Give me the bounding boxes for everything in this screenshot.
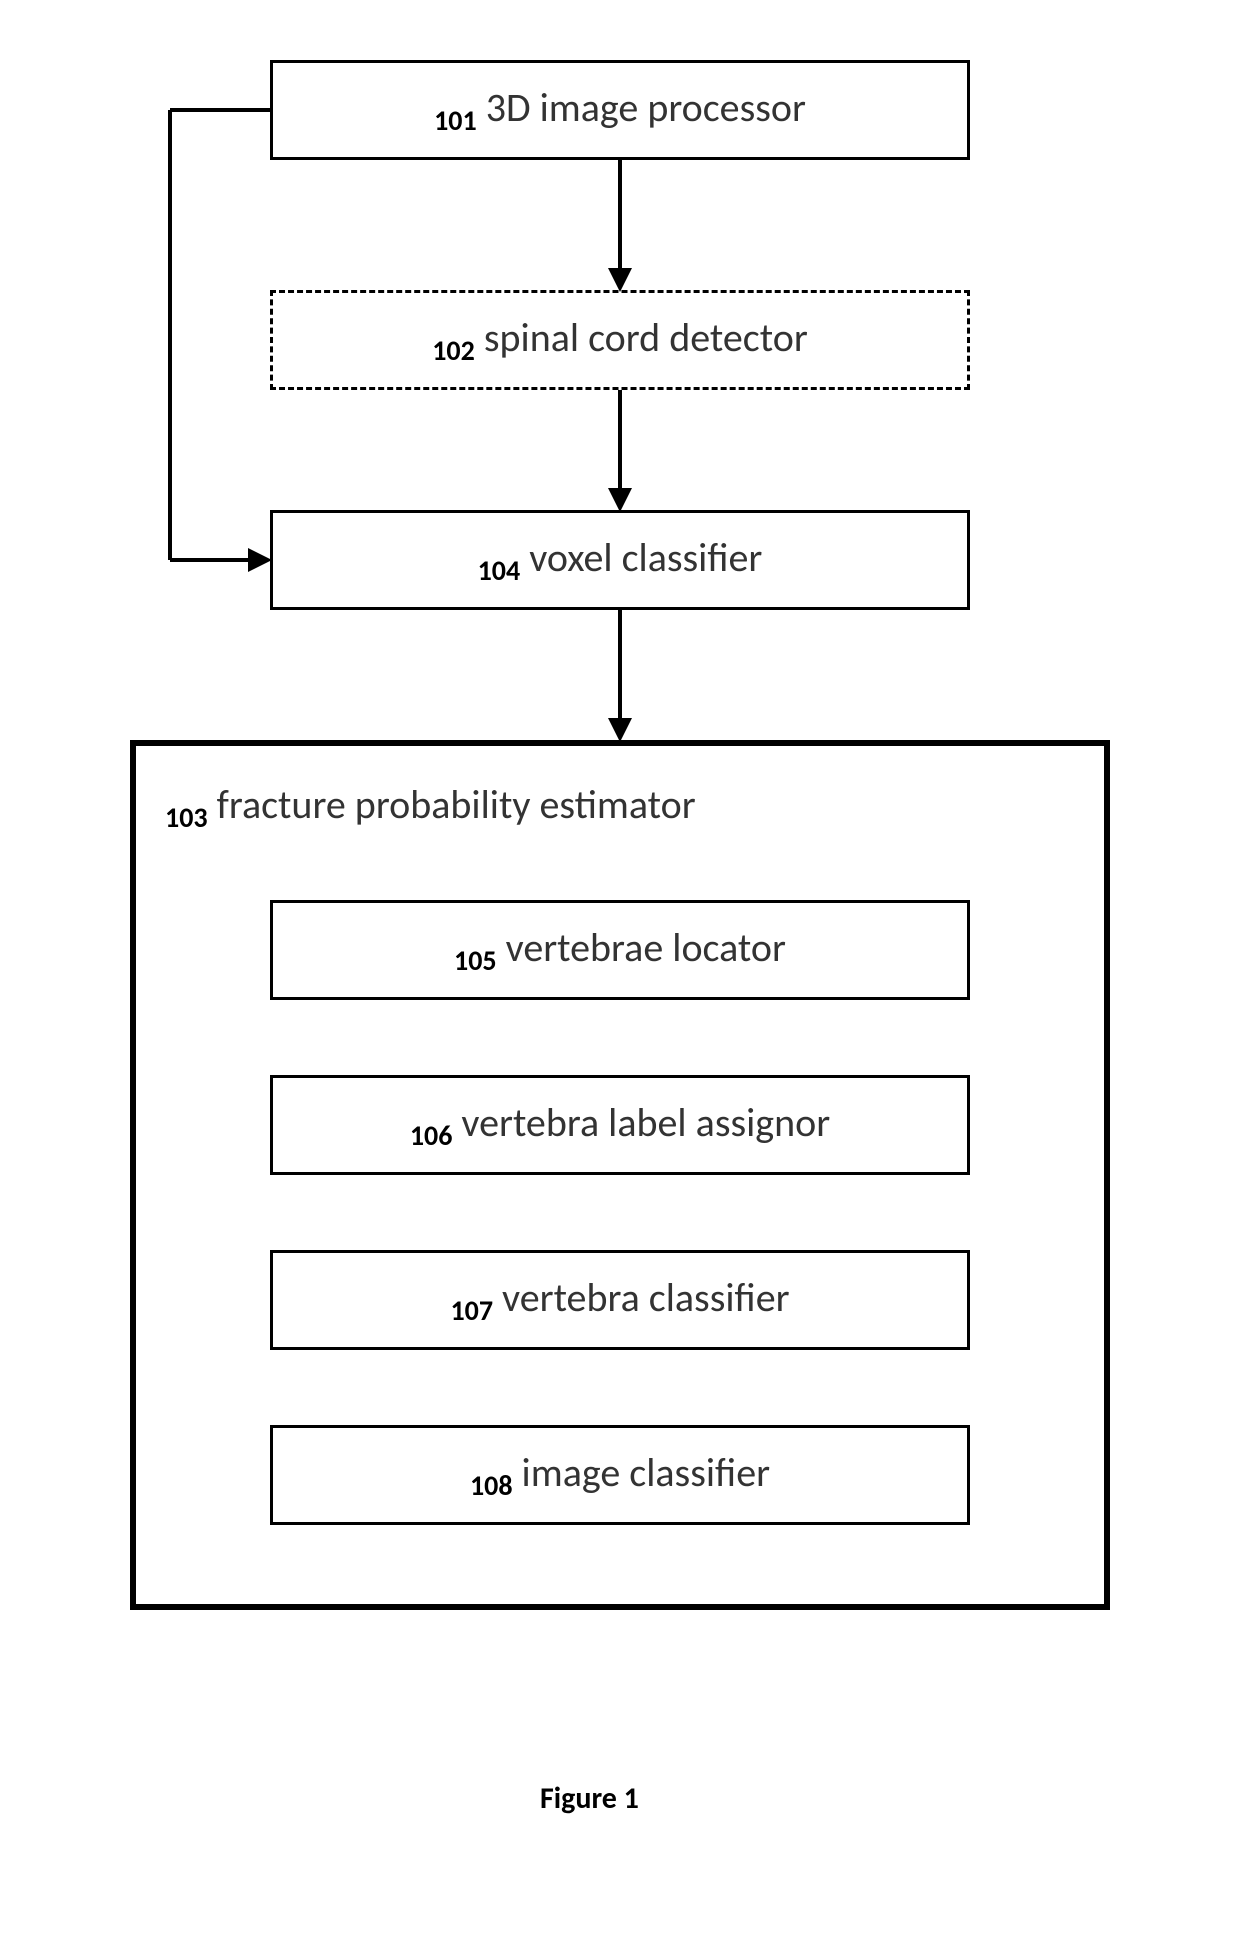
node-label: fracture probability estimator — [208, 780, 696, 829]
node-number: 102 — [432, 333, 475, 368]
node-number: 108 — [470, 1468, 513, 1503]
node-label: vertebra classifier — [493, 1273, 790, 1322]
node-number: 104 — [478, 553, 521, 588]
node-number: 107 — [450, 1293, 493, 1328]
node-label: vertebrae locator — [497, 923, 786, 972]
node-number: 103 — [165, 800, 208, 835]
node-3d-image-processor: 101 3D image processor — [270, 60, 970, 160]
node-label: image classifier — [513, 1448, 771, 1497]
node-label: spinal cord detector — [475, 313, 808, 362]
node-number: 101 — [434, 103, 477, 138]
node-spinal-cord-detector: 102 spinal cord detector — [270, 290, 970, 390]
node-vertebra-label-assignor: 106 vertebra label assignor — [270, 1075, 970, 1175]
node-voxel-classifier: 104 voxel classifier — [270, 510, 970, 610]
node-label: vertebra label assignor — [452, 1098, 830, 1147]
node-number: 105 — [454, 943, 497, 978]
diagram-canvas: 101 3D image processor 102 spinal cord d… — [0, 0, 1240, 1953]
node-label: 3D image processor — [477, 83, 806, 132]
node-vertebrae-locator: 105 vertebrae locator — [270, 900, 970, 1000]
node-vertebra-classifier: 107 vertebra classifier — [270, 1250, 970, 1350]
container-title: 103 fracture probability estimator — [165, 780, 696, 835]
node-image-classifier: 108 image classifier — [270, 1425, 970, 1525]
node-number: 106 — [410, 1118, 453, 1153]
node-label: voxel classifier — [520, 533, 762, 582]
figure-caption: Figure 1 — [540, 1780, 639, 1817]
